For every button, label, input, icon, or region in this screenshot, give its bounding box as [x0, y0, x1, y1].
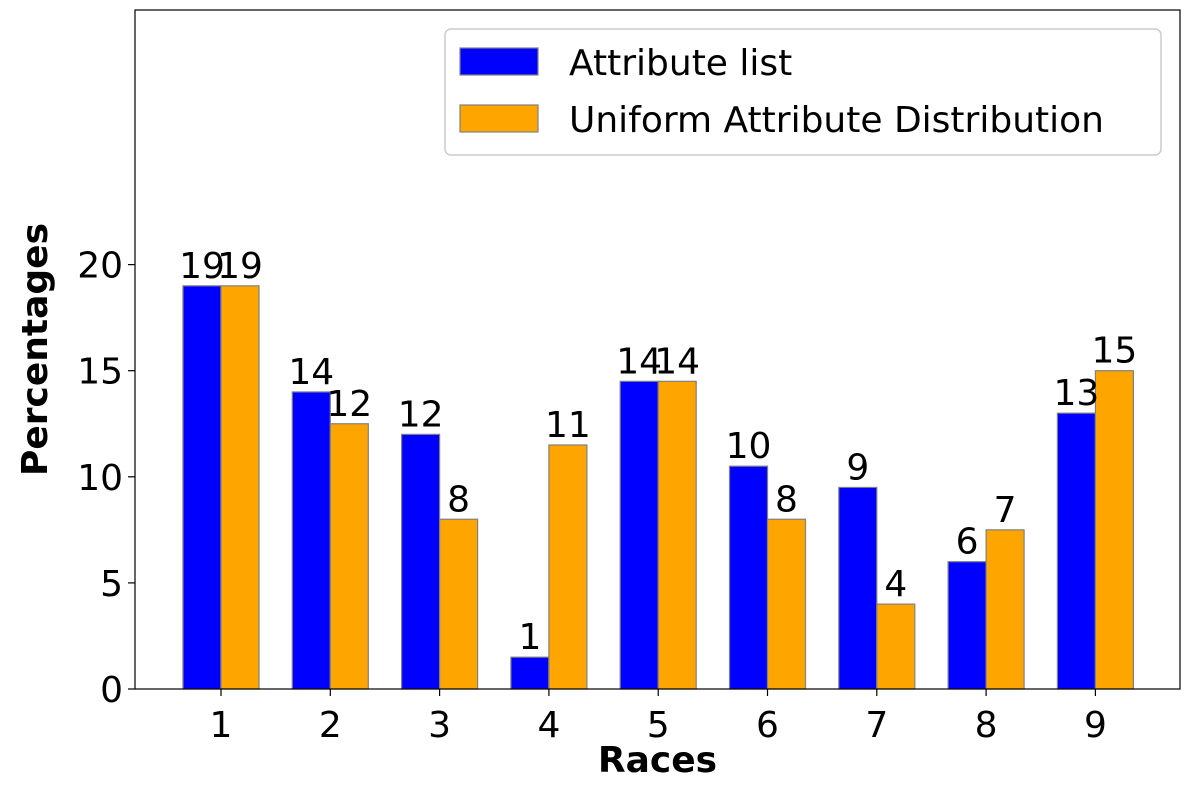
data-label-series1-race-2: 14	[288, 352, 334, 393]
legend-label-uniform-attribute-distribution: Uniform Attribute Distribution	[569, 100, 1104, 141]
data-label-series1-race-6: 10	[726, 426, 772, 467]
plot-frame	[134, 9, 1181, 690]
bar-series1-race-2	[291, 391, 331, 690]
y-axis-title: Percentages	[15, 223, 56, 476]
legend-swatch-uniform-attribute-distribution	[459, 104, 539, 133]
data-label-series2-race-2: 12	[326, 384, 372, 425]
x-tick-label: 9	[1084, 705, 1107, 746]
bar-series1-race-3	[401, 433, 441, 690]
data-label-series1-race-3: 12	[398, 394, 444, 435]
y-tick-label: 15	[77, 352, 123, 393]
data-label-series1-race-1: 19	[179, 246, 225, 287]
bar-series1-race-6	[728, 465, 769, 690]
data-label-series2-race-3: 8	[447, 479, 470, 520]
x-tick-label: 2	[319, 705, 342, 746]
data-label-series2-race-6: 8	[775, 479, 798, 520]
data-label-series2-race-4: 11	[545, 405, 591, 446]
x-tick-label: 4	[537, 705, 560, 746]
bar-series2-race-7	[876, 603, 916, 690]
bar-series2-race-3	[439, 518, 479, 690]
data-label-series2-race-5: 14	[654, 341, 700, 382]
bars-layer	[182, 285, 1135, 690]
x-tick-label: 5	[647, 705, 670, 746]
legend-box	[444, 28, 1162, 156]
data-label-series2-race-8: 7	[994, 490, 1017, 531]
bar-series2-race-4	[548, 444, 588, 690]
x-tick-label: 6	[756, 705, 779, 746]
x-tick-label: 1	[210, 705, 233, 746]
y-tick-label: 10	[77, 458, 123, 499]
x-tick-label: 7	[865, 705, 888, 746]
data-label-series1-race-4: 1	[518, 617, 541, 658]
bar-series2-race-5	[657, 380, 697, 690]
bar-series1-race-7	[838, 486, 878, 690]
data-label-series1-race-7: 9	[846, 447, 869, 488]
x-tick-label: 8	[975, 705, 998, 746]
bar-series2-race-2	[329, 423, 369, 690]
legend-label-attribute-list: Attribute list	[569, 43, 792, 84]
bar-series1-race-1	[182, 285, 222, 690]
bar-series1-race-9	[1056, 412, 1097, 690]
bar-series2-race-1	[220, 285, 260, 690]
bar-series2-race-6	[766, 518, 807, 690]
legend-swatch-attribute-list	[459, 47, 539, 76]
data-label-series1-race-9: 13	[1053, 373, 1099, 414]
y-tick-label: 0	[100, 670, 123, 711]
data-label-series1-race-8: 6	[956, 522, 979, 563]
bar-series1-race-5	[619, 380, 659, 690]
bar-series2-race-8	[985, 529, 1025, 690]
data-label-series2-race-7: 4	[884, 564, 907, 605]
legend: Attribute list Uniform Attribute Distrib…	[444, 28, 1162, 156]
bar-series1-race-8	[947, 561, 987, 690]
x-axis-title: Races	[598, 740, 717, 781]
y-tick-label: 20	[77, 246, 123, 287]
bar-series1-race-4	[510, 656, 550, 690]
y-tick-label: 5	[100, 564, 123, 605]
bar-series2-race-9	[1094, 370, 1135, 690]
data-label-series2-race-9: 15	[1091, 331, 1137, 372]
x-tick-label: 3	[428, 705, 451, 746]
data-label-series2-race-1: 19	[217, 246, 263, 287]
data-label-series1-race-5: 14	[616, 341, 662, 382]
